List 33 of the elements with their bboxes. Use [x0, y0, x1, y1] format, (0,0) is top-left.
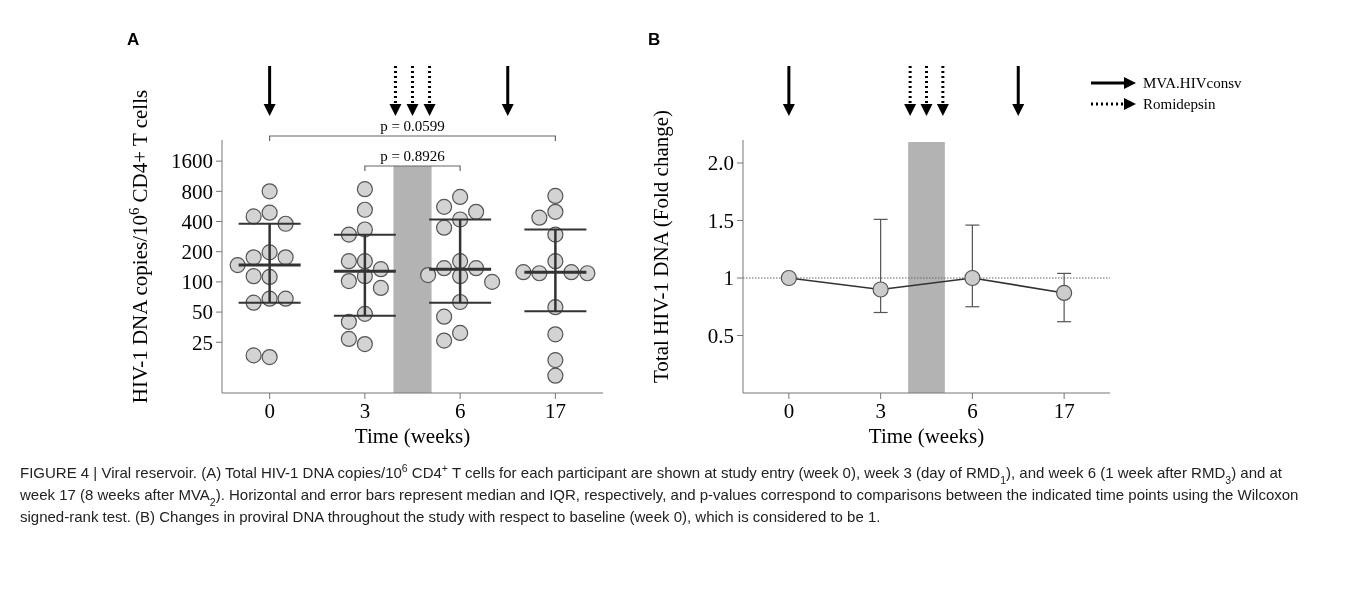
- x-tick-label: 3: [875, 399, 886, 423]
- y-tick-label: 0.5: [707, 323, 734, 348]
- y-tick-label: 200: [181, 240, 213, 265]
- point: [780, 269, 797, 287]
- text: Romidepsin: [1143, 96, 1216, 113]
- text: p = 0.0599: [380, 118, 445, 134]
- chart-title: B: [648, 30, 661, 49]
- point: [1056, 284, 1073, 302]
- chart-title: A: [127, 30, 140, 49]
- y-tick-label: 25: [192, 330, 213, 355]
- x-tick-label: 6: [454, 399, 466, 423]
- text: MVA.HIVconsv: [1143, 75, 1242, 92]
- x-axis-title: Time (weeks): [868, 424, 985, 448]
- y-tick-label: 1: [723, 266, 734, 291]
- point: [872, 281, 889, 298]
- y-axis-title: Total HIV-1 DNA (Fold change): [649, 109, 673, 384]
- y-tick-label: 1.5: [707, 208, 734, 233]
- y-tick-label: 50: [192, 300, 213, 325]
- x-tick-label: 3: [359, 399, 371, 423]
- x-tick-label: 17: [544, 399, 566, 423]
- y-tick-label: 2.0: [707, 151, 734, 176]
- x-tick-label: 0: [783, 399, 795, 423]
- point: [964, 269, 981, 287]
- x-tick-label: 6: [967, 399, 978, 423]
- x-axis-title: Time (weeks): [354, 424, 471, 448]
- y-tick-label: 100: [181, 270, 213, 295]
- text: FIGURE 4 | Viral reservoir. (A) Total HIV-1 DNA copies/10$^{6}$ CD4$^{+}$ T cells for each participant are shown at study entry (week 0), week 3 (day of RMD$_{1}$), and week 6 (1 week after RMD$_{3}$) and at week 17 (8 weeks after MVA$_{2}$). Horizontal and error bars represent median and IQR, respectively, and p-values correspond to comparisons between the indicated time points using the Wilcoxon signed-rank test. (B) Changes in proviral DNA throughout the study with respect to baseline (week 0), which is considered to be 1.: [20, 462, 1299, 525]
- x-tick-label: 0: [264, 399, 275, 423]
- y-tick-label: 400: [181, 209, 213, 234]
- y-tick-label: 1600: [171, 149, 213, 174]
- annotation: p = 0.8926: [380, 148, 446, 164]
- x-tick-label: 17: [1053, 399, 1075, 423]
- y-tick-label: 800: [181, 179, 213, 204]
